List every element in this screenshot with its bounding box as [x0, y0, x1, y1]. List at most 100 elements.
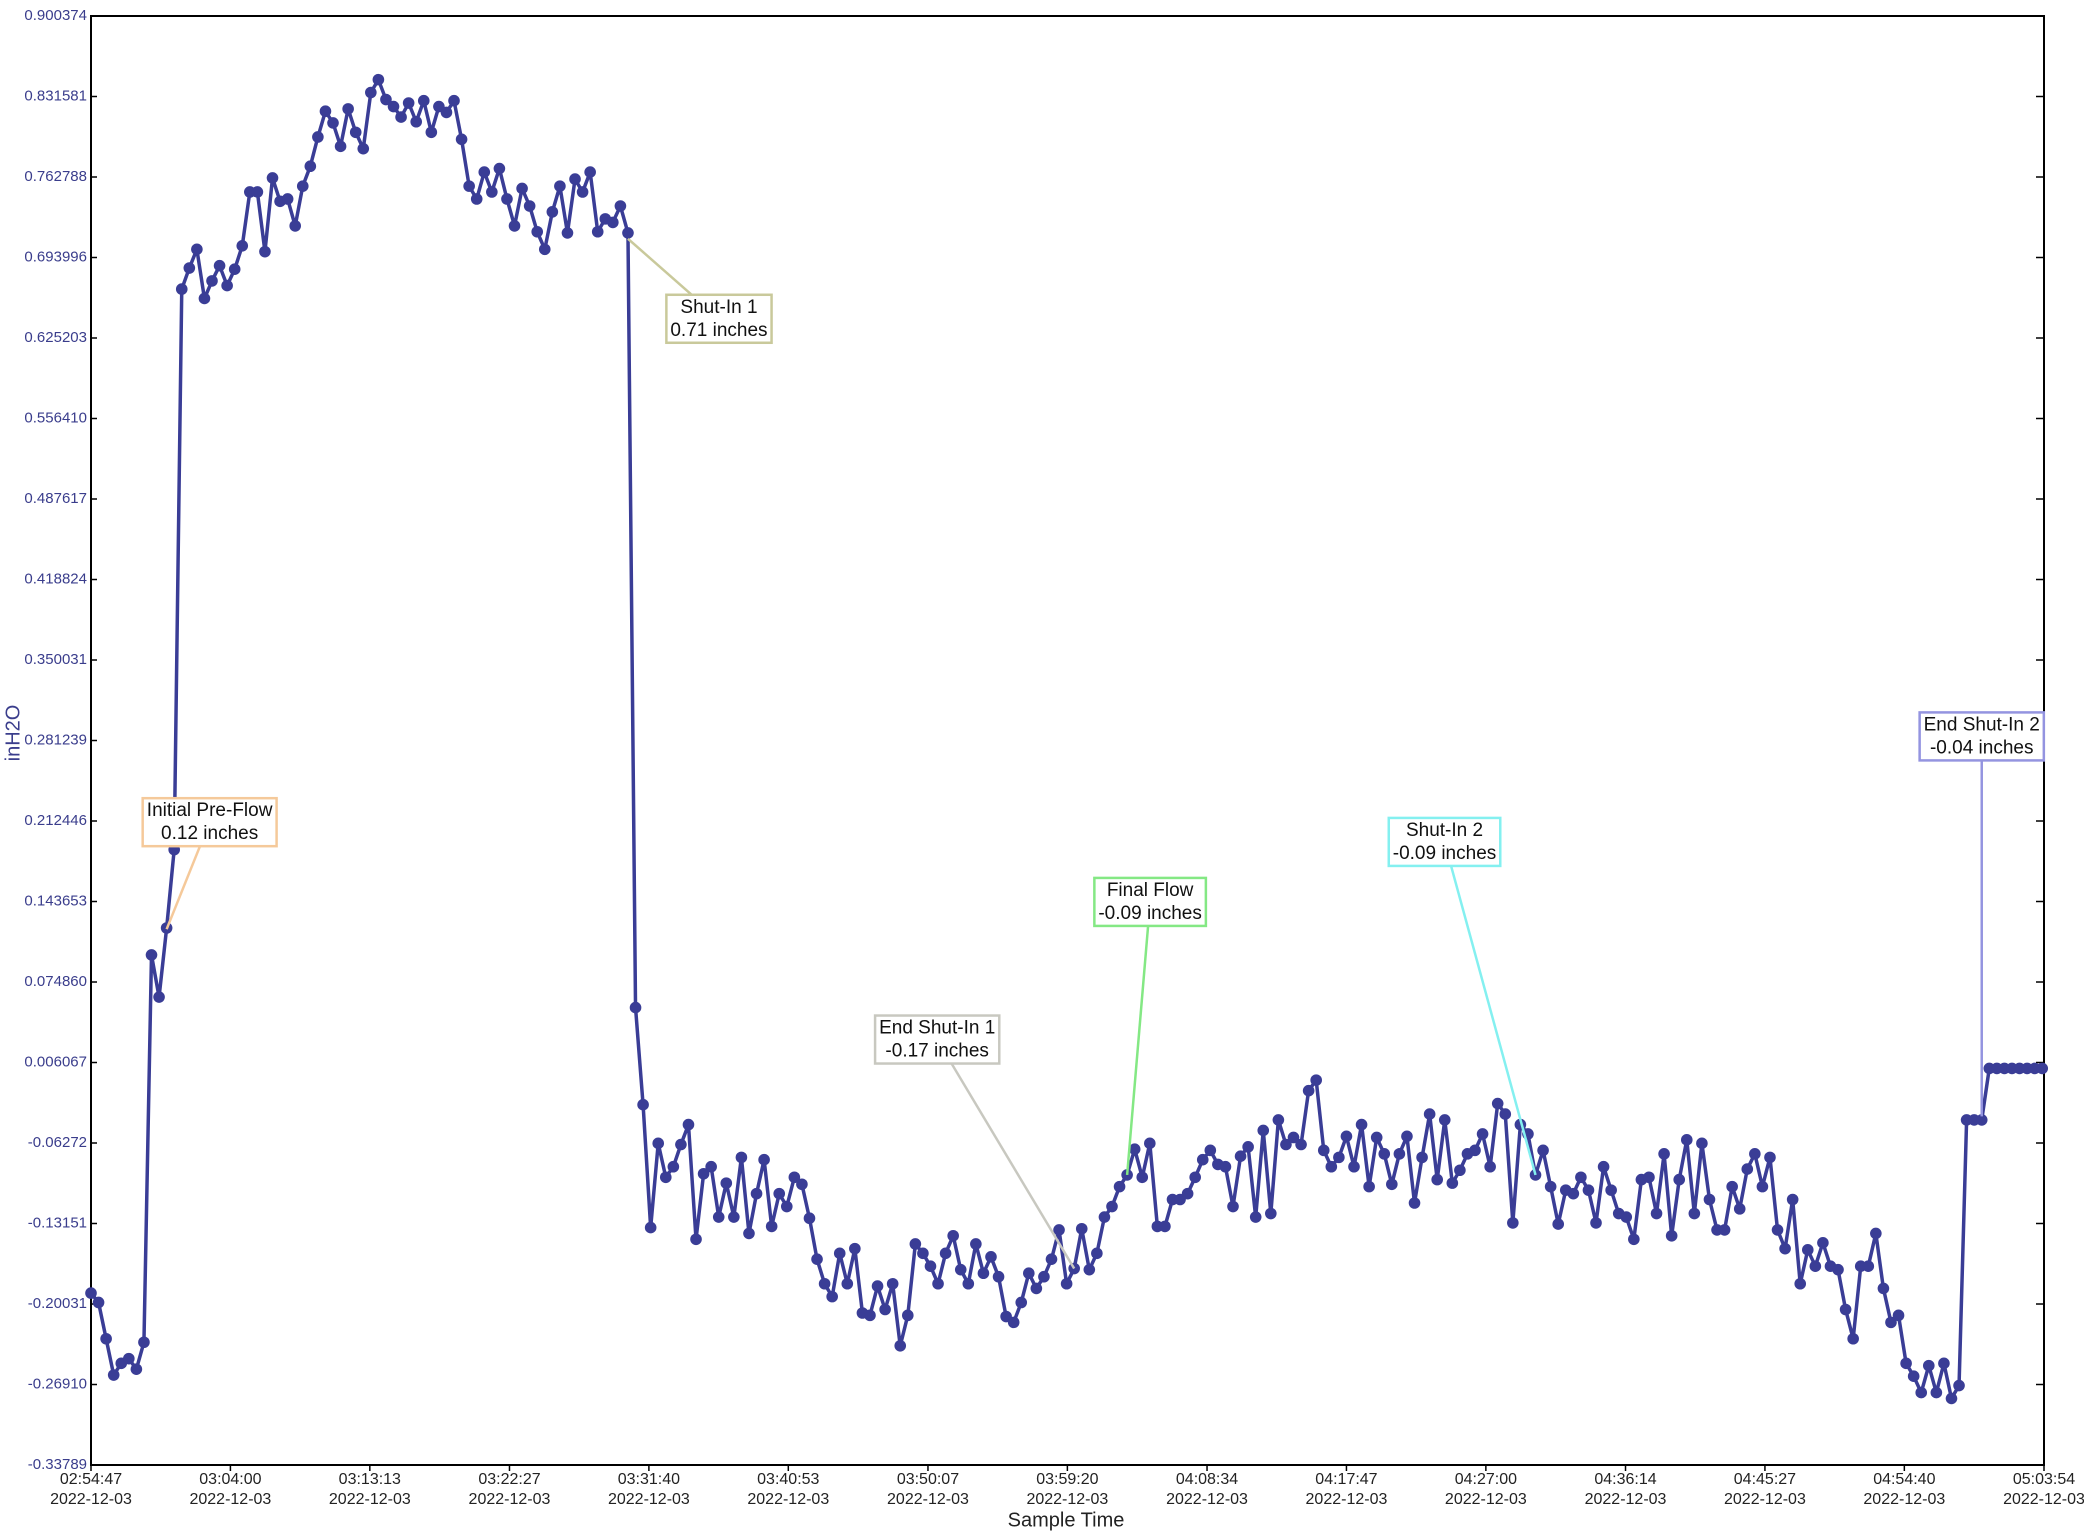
data-point — [1900, 1357, 1912, 1370]
data-point — [992, 1270, 1005, 1283]
data-point — [1128, 1143, 1141, 1155]
data-point — [811, 1253, 823, 1265]
y-tick-label: 0.418824 — [24, 570, 87, 587]
annotation: End Shut-In 1-0.17 inches — [873, 1014, 1001, 1065]
data-point — [1234, 1150, 1247, 1162]
data-point — [123, 1352, 135, 1365]
y-tick-label: -0.06272 — [28, 1134, 87, 1151]
data-point — [138, 1336, 150, 1349]
data-point — [1643, 1171, 1655, 1184]
y-tick-label: 0.831581 — [24, 87, 87, 104]
data-point — [1756, 1180, 1769, 1193]
x-tick-label: 2022-12-03 — [1166, 1491, 1248, 1508]
x-tick-label: 2022-12-03 — [329, 1491, 411, 1508]
data-point — [342, 103, 354, 115]
data-point — [1552, 1218, 1565, 1230]
data-point — [909, 1238, 922, 1250]
data-point — [1703, 1193, 1716, 1206]
x-tick-label: 04:27:00 — [1455, 1471, 1517, 1488]
data-point — [1673, 1173, 1686, 1186]
data-point — [1363, 1180, 1375, 1193]
data-point — [1348, 1160, 1360, 1173]
data-point — [1597, 1160, 1610, 1173]
data-point — [440, 106, 453, 119]
annotation-box — [141, 796, 278, 848]
data-point — [531, 225, 544, 238]
annotation-label: -0.04 inches — [1930, 737, 2034, 758]
data-point — [470, 193, 483, 205]
data-point — [334, 140, 347, 153]
data-point — [183, 262, 196, 274]
x-tick-label: 03:22:27 — [478, 1471, 540, 1488]
y-tick-label: 0.900374 — [24, 7, 87, 24]
data-point — [554, 180, 566, 192]
data-point — [1355, 1118, 1368, 1131]
data-point — [1038, 1270, 1050, 1283]
data-point — [478, 166, 491, 178]
data-point — [1310, 1074, 1322, 1086]
data-point — [1454, 1164, 1466, 1177]
y-tick-label: -0.33789 — [28, 1456, 87, 1473]
data-point — [206, 275, 218, 287]
data-point — [1227, 1200, 1239, 1213]
data-point — [1499, 1108, 1512, 1120]
x-tick-label: 2022-12-03 — [887, 1491, 969, 1508]
data-point — [1817, 1236, 1829, 1249]
x-axis-title: Sample Time — [1008, 1509, 1125, 1531]
data-point — [576, 186, 589, 198]
data-point — [1885, 1316, 1897, 1329]
y-tick-label: 0.074860 — [24, 973, 87, 990]
data-point — [1696, 1137, 1708, 1150]
data-point — [886, 1277, 899, 1290]
annotation-title: Final Flow — [1107, 880, 1194, 901]
data-point — [622, 227, 634, 239]
data-point — [1620, 1211, 1633, 1223]
data-point — [1605, 1184, 1617, 1196]
data-point — [1340, 1130, 1353, 1143]
data-point — [690, 1233, 702, 1246]
data-point — [1023, 1267, 1035, 1280]
data-point — [380, 93, 392, 106]
data-point — [463, 180, 475, 192]
data-point — [1317, 1144, 1330, 1157]
y-tick-label: 0.006067 — [24, 1053, 87, 1070]
data-point — [977, 1267, 990, 1280]
data-point — [1401, 1130, 1413, 1143]
x-tick-label: 2022-12-03 — [1724, 1491, 1806, 1508]
data-point — [1484, 1160, 1496, 1173]
data-point — [947, 1229, 959, 1242]
data-point — [1189, 1171, 1201, 1184]
data-point — [1575, 1171, 1587, 1184]
data-point — [697, 1167, 710, 1180]
y-tick-label: -0.26910 — [28, 1375, 87, 1392]
data-point — [1416, 1151, 1428, 1164]
data-point — [493, 162, 506, 175]
data-point — [1922, 1359, 1935, 1372]
x-tick-label: 04:08:34 — [1176, 1471, 1238, 1488]
data-point — [1007, 1316, 1020, 1329]
data-point — [788, 1171, 801, 1184]
x-tick-label: 03:59:20 — [1036, 1471, 1098, 1488]
annotation-title: Initial Pre-Flow — [147, 800, 273, 821]
x-tick-label: 04:36:14 — [1594, 1471, 1656, 1488]
data-point — [1680, 1134, 1693, 1146]
data-point — [236, 239, 249, 252]
data-point — [1794, 1277, 1807, 1290]
annotation-leader — [1443, 841, 1537, 1176]
data-point — [1733, 1203, 1746, 1215]
data-point — [327, 117, 339, 129]
data-point — [1333, 1151, 1345, 1164]
y-tick-label: -0.13151 — [28, 1214, 87, 1231]
data-point — [1386, 1178, 1398, 1191]
data-point — [1665, 1229, 1678, 1242]
annotation-box — [1387, 816, 1502, 868]
data-point — [1045, 1253, 1058, 1265]
annotation-title: End Shut-In 1 — [879, 1018, 995, 1039]
x-tick-label: 03:50:07 — [897, 1471, 959, 1488]
data-point — [372, 73, 385, 86]
x-tick-label: 04:17:47 — [1315, 1471, 1377, 1488]
data-point — [773, 1187, 786, 1200]
data-point — [901, 1309, 914, 1322]
